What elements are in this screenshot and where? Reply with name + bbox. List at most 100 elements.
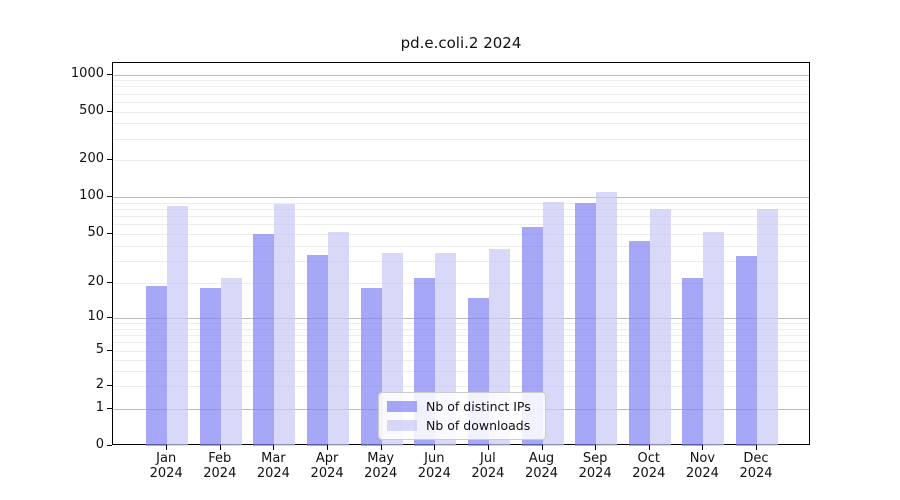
gridline-minor bbox=[113, 202, 809, 204]
legend-label-downloads: Nb of downloads bbox=[426, 418, 531, 433]
y-tick-label: 500 bbox=[79, 102, 104, 118]
x-tick-label: May 2024 bbox=[364, 451, 398, 481]
x-tick-label: Sep 2024 bbox=[578, 451, 612, 481]
gridline-minor bbox=[113, 328, 809, 330]
gridline-minor bbox=[113, 261, 809, 263]
x-tick-label: Feb 2024 bbox=[203, 451, 237, 481]
y-tick-label: 1000 bbox=[70, 65, 104, 81]
y-tick-label: 100 bbox=[79, 188, 104, 203]
x-tick-label: Dec 2024 bbox=[739, 451, 773, 481]
y-tick-label: 200 bbox=[79, 151, 104, 166]
x-tick-mark bbox=[756, 445, 757, 450]
legend-swatch-downloads bbox=[387, 420, 417, 431]
bar-downloads bbox=[542, 201, 564, 446]
legend-swatch-ips bbox=[387, 401, 417, 412]
x-tick-label: Mar 2024 bbox=[256, 451, 290, 481]
gridline-minor bbox=[113, 342, 809, 344]
y-tick-label: 0 bbox=[95, 436, 104, 452]
y-tick-label: 50 bbox=[87, 225, 104, 240]
y-tick-mark bbox=[107, 233, 112, 234]
gridline-minor bbox=[113, 160, 809, 161]
gridline-minor bbox=[113, 93, 809, 95]
legend-row-downloads: Nb of downloads bbox=[387, 418, 537, 433]
y-tick-label: 10 bbox=[87, 309, 104, 324]
gridline-minor bbox=[113, 335, 809, 336]
bar-distinct-ips bbox=[521, 227, 543, 446]
x-tick-label: Apr 2024 bbox=[310, 451, 344, 481]
plot-area bbox=[112, 62, 810, 446]
bar-downloads bbox=[703, 231, 725, 446]
y-tick-mark bbox=[107, 385, 112, 386]
x-tick-label: Jun 2024 bbox=[417, 451, 451, 481]
y-tick-label: 20 bbox=[87, 274, 104, 289]
bar-downloads bbox=[328, 231, 350, 446]
y-tick-mark bbox=[107, 444, 112, 446]
bar-downloads bbox=[596, 191, 618, 446]
bar-distinct-ips bbox=[575, 202, 597, 446]
x-tick-mark bbox=[702, 445, 704, 450]
gridline-minor bbox=[113, 370, 809, 372]
gridline-minor bbox=[113, 123, 809, 125]
gridline-minor bbox=[113, 138, 809, 140]
y-tick-mark bbox=[107, 282, 112, 283]
x-tick-mark bbox=[219, 445, 221, 450]
x-tick-mark bbox=[595, 445, 597, 450]
bar-distinct-ips bbox=[307, 254, 329, 446]
bar-distinct-ips bbox=[628, 240, 650, 446]
x-tick-mark bbox=[380, 445, 382, 450]
bar-distinct-ips bbox=[360, 288, 382, 446]
bar-distinct-ips bbox=[736, 256, 757, 446]
x-tick-mark bbox=[541, 445, 543, 450]
y-tick-mark bbox=[107, 317, 112, 318]
x-tick-mark bbox=[487, 445, 489, 450]
legend-row-ips: Nb of distinct IPs bbox=[387, 399, 537, 414]
y-tick-label: 1 bbox=[95, 400, 104, 415]
gridline-minor bbox=[113, 80, 809, 82]
x-tick-mark bbox=[166, 445, 168, 450]
legend-label-ips: Nb of distinct IPs bbox=[426, 399, 531, 414]
x-tick-label: Jul 2024 bbox=[471, 451, 505, 481]
y-tick-mark bbox=[107, 408, 112, 409]
x-tick-mark bbox=[327, 445, 329, 450]
bar-distinct-ips bbox=[682, 277, 704, 446]
x-tick-label: Oct 2024 bbox=[632, 451, 666, 481]
y-tick-label: 2 bbox=[95, 377, 104, 392]
y-tick-mark bbox=[107, 196, 112, 197]
gridline-minor bbox=[113, 245, 809, 247]
chart-title: pd.e.coli.2 2024 bbox=[400, 34, 522, 52]
gridline-minor bbox=[113, 386, 809, 387]
bar-distinct-ips bbox=[146, 285, 168, 446]
gridline-minor bbox=[113, 323, 809, 324]
bar-distinct-ips bbox=[253, 234, 275, 446]
gridline-minor bbox=[113, 86, 809, 88]
x-tick-mark bbox=[648, 445, 650, 450]
bar-downloads bbox=[649, 208, 671, 446]
gridline-minor bbox=[113, 208, 809, 210]
gridline-minor bbox=[113, 111, 809, 113]
y-tick-mark bbox=[107, 350, 112, 351]
bar-distinct-ips bbox=[199, 288, 221, 446]
bar-downloads bbox=[220, 277, 242, 446]
gridline-minor bbox=[113, 101, 809, 103]
x-tick-label: Jan 2024 bbox=[149, 451, 183, 481]
y-tick-mark bbox=[107, 159, 112, 160]
legend: Nb of distinct IPs Nb of downloads bbox=[378, 392, 546, 440]
x-tick-label: Nov 2024 bbox=[685, 451, 719, 481]
y-tick-mark bbox=[107, 73, 112, 75]
bar-downloads bbox=[167, 205, 189, 446]
y-tick-mark bbox=[107, 110, 112, 112]
gridline-minor bbox=[113, 359, 809, 361]
bar-downloads bbox=[757, 208, 778, 446]
x-tick-label: Aug 2024 bbox=[524, 451, 559, 481]
gridline-minor bbox=[113, 351, 809, 352]
y-tick-label: 5 bbox=[95, 342, 104, 357]
gridline-major bbox=[113, 197, 809, 198]
x-tick-mark bbox=[434, 445, 436, 450]
gridline-major bbox=[113, 74, 809, 76]
gridline-minor bbox=[113, 234, 809, 235]
gridline-minor bbox=[113, 283, 809, 284]
gridline-minor bbox=[113, 216, 809, 217]
bar-downloads bbox=[274, 203, 296, 446]
x-tick-mark bbox=[273, 445, 275, 450]
